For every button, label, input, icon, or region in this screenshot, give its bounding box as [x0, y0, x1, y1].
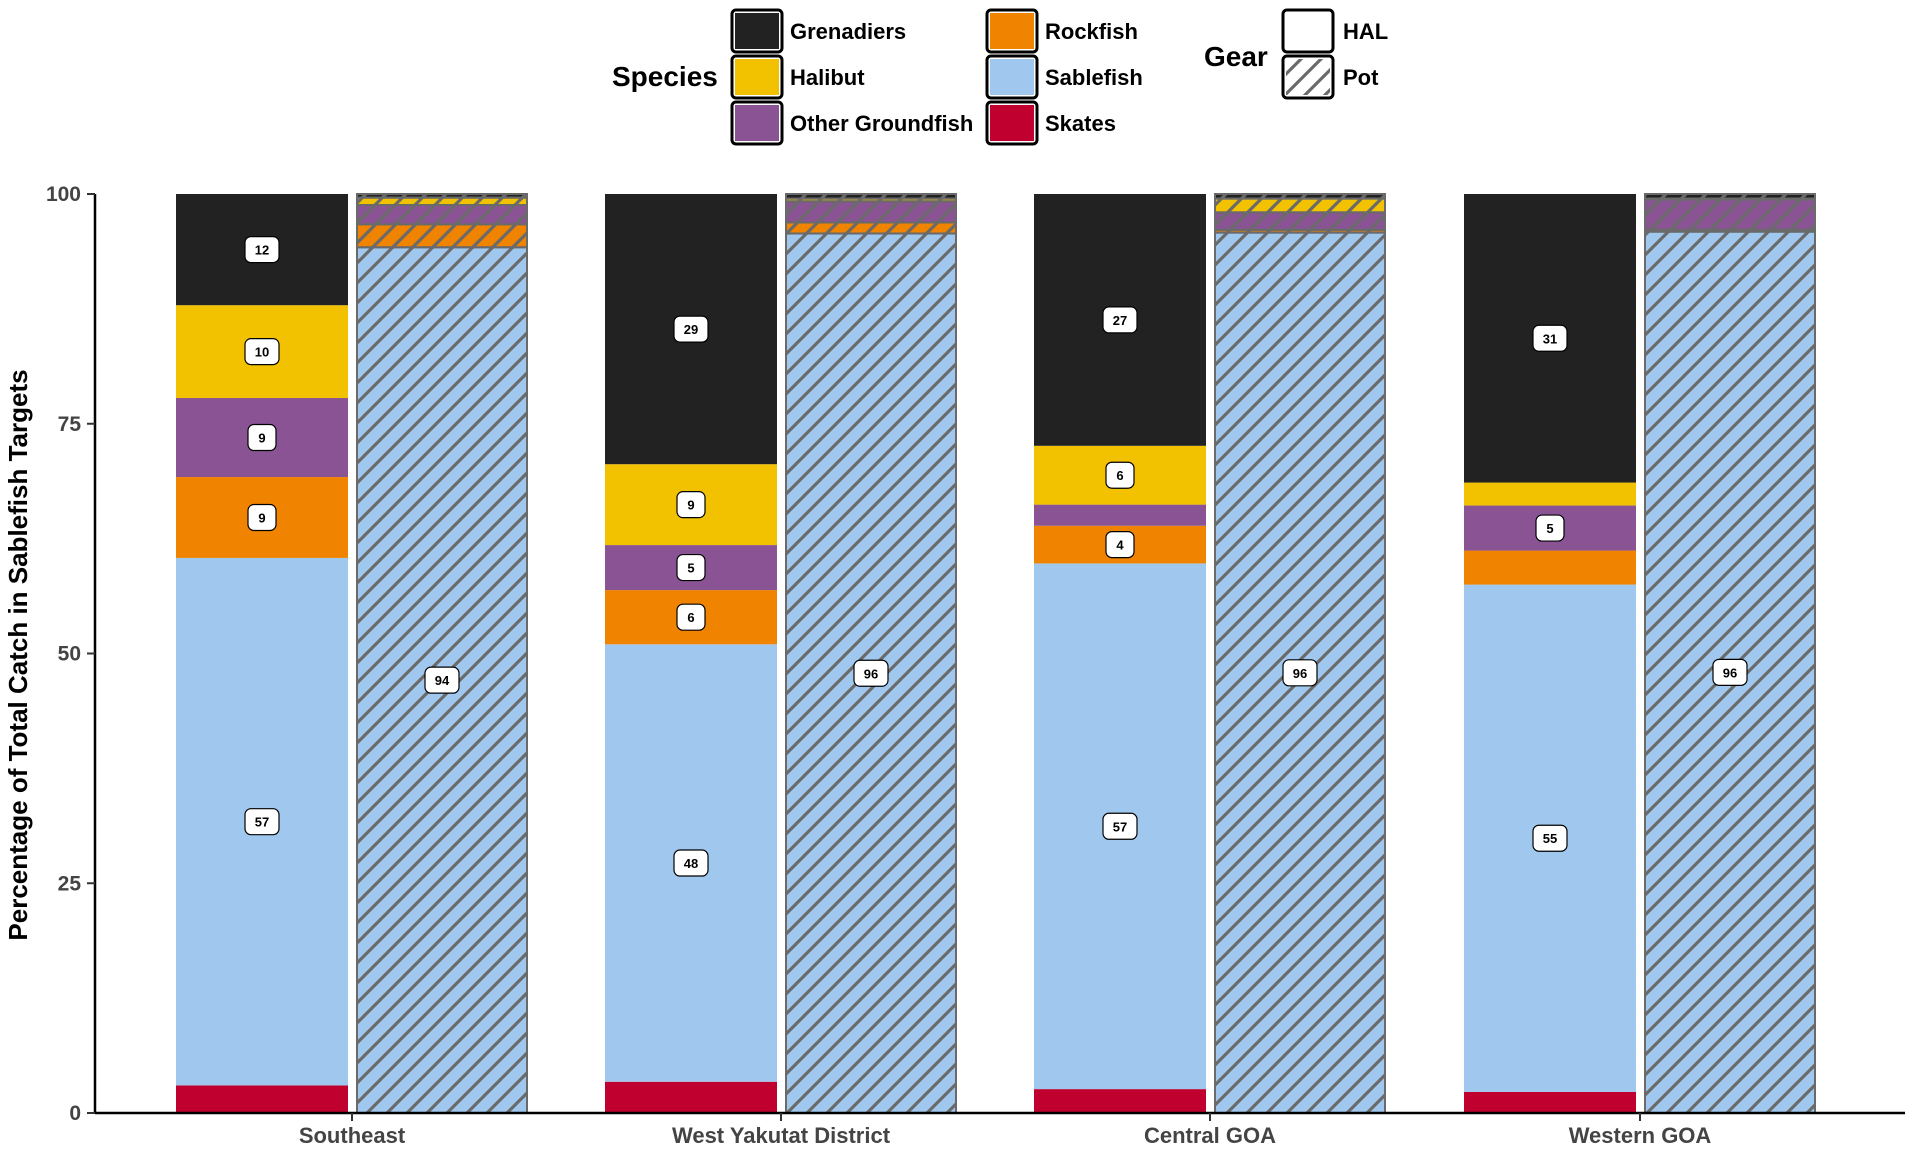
bar-southeast-pot-other-groundfish-hatch: [356, 205, 528, 225]
legend-species-skates: Skates: [985, 100, 1116, 146]
data-label-southeast-hal-other-groundfish: 9: [247, 423, 277, 452]
bar-central-goa-pot-halibut-hatch: [1214, 198, 1386, 213]
svg-text:29: 29: [684, 322, 698, 337]
legend-species-sablefish: Sablefish: [985, 54, 1143, 100]
data-label-central-goa-hal-halibut: 6: [1105, 461, 1135, 489]
axes: 0 25 50 75 100 Southeast West Yakutat District…: [46, 183, 1905, 1148]
data-label-southeast-hal-sablefish: 57: [244, 808, 280, 836]
data-label-central-goa-hal-rockfish: 4: [1105, 530, 1135, 559]
x-tick-label-west-yakutat-district: West Yakutat District: [672, 1123, 891, 1148]
svg-text:57: 57: [1113, 819, 1127, 834]
svg-text:4: 4: [1116, 538, 1124, 553]
svg-text:9: 9: [258, 431, 265, 446]
legend-gear-hal: HAL: [1281, 8, 1388, 54]
bar-west-yakutat-district-pot-rockfish-hatch: [785, 222, 957, 234]
x-tick-label-central-goa: Central GOA: [1144, 1123, 1276, 1148]
svg-text:96: 96: [864, 666, 878, 681]
y-tick-label-100: 100: [46, 183, 81, 206]
svg-text:48: 48: [684, 856, 698, 871]
svg-text:Sablefish: Sablefish: [1045, 65, 1143, 90]
data-label-western-goa-hal-other-groundfish: 5: [1535, 514, 1565, 542]
svg-text:Other Groundfish: Other Groundfish: [790, 111, 973, 136]
svg-text:27: 27: [1113, 313, 1127, 328]
svg-text:Rockfish: Rockfish: [1045, 19, 1138, 44]
data-label-central-goa-pot-sablefish: 96: [1282, 659, 1318, 687]
data-label-western-goa-hal-sablefish: 55: [1532, 824, 1568, 852]
legend-gear-pot: Pot: [1281, 54, 1379, 100]
bar-central-goa-pot-other-groundfish-hatch: [1214, 212, 1386, 230]
svg-text:Pot: Pot: [1343, 65, 1379, 90]
bar-west-yakutat-district-pot-halibut-hatch: [785, 198, 957, 202]
x-tick-label-western-goa: Western GOA: [1569, 1123, 1712, 1148]
bar-southeast-pot-rockfish-hatch: [356, 224, 528, 248]
data-label-west-yakutat-district-hal-halibut: 9: [676, 491, 706, 519]
data-label-central-goa-hal-grenadiers: 27: [1102, 306, 1138, 334]
bar-central-goa-pot-grenadiers-hatch: [1214, 194, 1386, 199]
svg-text:10: 10: [255, 345, 269, 360]
bar-western-goa-hal-rockfish: [1464, 550, 1636, 585]
legend-species-grenadiers: Grenadiers: [730, 8, 906, 54]
svg-text:55: 55: [1543, 831, 1557, 846]
data-label-southeast-hal-grenadiers: 12: [244, 235, 280, 264]
y-axis-title: Percentage of Total Catch in Sablefish T…: [3, 369, 33, 940]
bar-central-goa-hal-skates: [1034, 1089, 1206, 1113]
data-label-west-yakutat-district-pot-sablefish: 96: [853, 659, 889, 687]
legend: Species Grenadiers Halibut Other Groundfis…: [612, 8, 1388, 146]
svg-text:6: 6: [687, 610, 694, 625]
bar-western-goa-hal-skates: [1464, 1091, 1636, 1113]
bar-central-goa-pot-rockfish-hatch: [1214, 229, 1386, 233]
bar-west-yakutat-district-pot-other-groundfish-hatch: [785, 201, 957, 223]
svg-text:94: 94: [435, 673, 450, 688]
svg-text:9: 9: [687, 498, 694, 513]
legend-species-title: Species: [612, 61, 718, 92]
y-tick-label-75: 75: [58, 413, 82, 436]
bar-western-goa-pot-grenadiers-hatch: [1644, 194, 1816, 199]
bar-western-goa-pot-other-groundfish-hatch: [1644, 199, 1816, 230]
data-label-southeast-hal-halibut: 10: [244, 338, 280, 366]
bar-southeast-hal-skates: [176, 1085, 348, 1113]
data-label-central-goa-hal-sablefish: 57: [1102, 812, 1138, 840]
legend-species-entries: Grenadiers Halibut Other Groundfish Rockfis…: [730, 8, 1143, 146]
legend-gear-entries: HAL Pot: [1281, 8, 1388, 100]
y-tick-label-25: 25: [58, 872, 82, 895]
legend-species-other-groundfish: Other Groundfish: [730, 100, 973, 146]
data-label-southeast-pot-sablefish: 94: [424, 666, 460, 694]
data-label-west-yakutat-district-hal-rockfish: 6: [676, 603, 706, 631]
bar-west-yakutat-district-hal-skates: [605, 1081, 777, 1113]
bar-southeast-pot-halibut-hatch: [356, 197, 528, 206]
bar-west-yakutat-district-pot-grenadiers-hatch: [785, 194, 957, 199]
x-tick-label-southeast: Southeast: [299, 1123, 406, 1148]
bar-southeast-pot-grenadiers-hatch: [356, 194, 528, 198]
legend-species-rockfish: Rockfish: [985, 8, 1138, 54]
legend-gear-title: Gear: [1204, 41, 1268, 72]
svg-text:96: 96: [1723, 665, 1737, 680]
y-tick-label-50: 50: [58, 643, 81, 666]
svg-text:12: 12: [255, 243, 269, 258]
svg-text:Halibut: Halibut: [790, 65, 865, 90]
data-label-west-yakutat-district-hal-sablefish: 48: [673, 849, 709, 877]
svg-text:5: 5: [1546, 521, 1553, 536]
svg-text:5: 5: [687, 561, 694, 576]
svg-text:Grenadiers: Grenadiers: [790, 19, 906, 44]
data-label-western-goa-hal-grenadiers: 31: [1532, 324, 1568, 352]
svg-text:Skates: Skates: [1045, 111, 1116, 136]
svg-text:57: 57: [255, 815, 269, 830]
svg-text:HAL: HAL: [1343, 19, 1388, 44]
data-label-western-goa-pot-sablefish: 96: [1712, 658, 1748, 686]
legend-species-halibut: Halibut: [730, 54, 865, 100]
bars: [176, 193, 1816, 1114]
bar-western-goa-hal-halibut: [1464, 482, 1636, 506]
svg-text:9: 9: [258, 510, 265, 525]
y-tick-label-0: 0: [69, 1102, 81, 1125]
svg-text:6: 6: [1116, 468, 1123, 483]
data-label-west-yakutat-district-hal-other-groundfish: 5: [676, 553, 706, 582]
svg-text:96: 96: [1293, 666, 1307, 681]
data-label-west-yakutat-district-hal-grenadiers: 29: [673, 315, 709, 343]
svg-text:31: 31: [1543, 331, 1557, 346]
data-label-southeast-hal-rockfish: 9: [247, 503, 277, 532]
bar-central-goa-hal-other-groundfish: [1034, 504, 1206, 526]
